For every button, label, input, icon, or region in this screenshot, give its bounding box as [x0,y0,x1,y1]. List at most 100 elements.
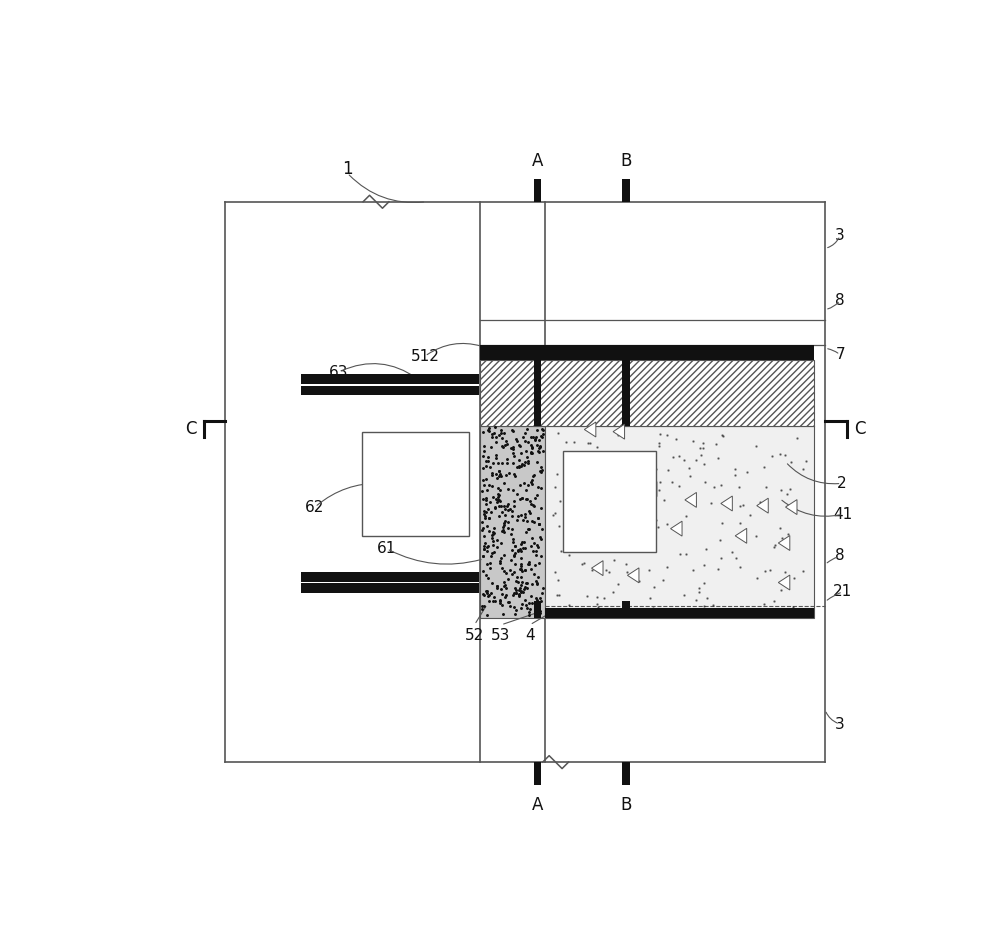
Point [520,478,536,493]
Point [579,589,595,604]
Point [767,537,783,552]
Point [530,510,546,525]
Bar [534,762,541,785]
Point [479,557,495,572]
Point [490,455,506,470]
Point [510,574,526,589]
Point [613,533,629,548]
Point [533,549,549,564]
Point [489,578,505,593]
Point [518,444,534,459]
Text: 1: 1 [342,160,353,178]
Point [485,524,501,539]
Polygon shape [606,510,617,525]
Point [486,545,502,560]
Point [520,455,536,470]
Point [605,584,621,599]
Point [517,454,533,469]
Point [696,576,712,591]
Bar [480,425,545,619]
Point [629,448,645,463]
Point [533,593,549,608]
Point [728,551,744,566]
Point [695,440,711,455]
Point [561,548,577,563]
Point [474,514,490,529]
Point [532,439,548,453]
Point [514,564,530,578]
Bar [622,762,630,785]
Point [533,532,549,547]
Point [521,522,537,536]
Polygon shape [645,481,657,496]
Point [565,457,581,472]
Point [762,563,778,578]
Point [475,425,491,439]
Point [519,580,535,595]
Point [476,439,492,453]
Point [510,544,526,559]
Point [517,507,533,522]
Point [493,550,509,565]
Point [477,511,493,526]
Point [532,440,548,455]
Point [508,585,524,600]
Point [773,482,789,497]
Point [526,467,542,482]
Point [527,558,543,573]
Point [513,508,529,522]
Point [590,529,606,544]
Point [506,564,522,579]
Point [506,466,522,481]
Point [713,550,729,565]
Point [504,423,520,438]
Point [519,492,535,507]
Point [681,460,697,475]
Point [494,587,510,602]
Point [795,564,811,578]
Point [496,516,512,531]
Text: 52: 52 [465,628,484,643]
Point [545,508,561,522]
Point [480,589,496,604]
Point [648,512,664,527]
Point [505,482,521,497]
Point [651,436,667,451]
Point [479,482,495,497]
Point [483,549,499,564]
Point [522,602,538,617]
Point [481,593,497,608]
Point [696,456,712,471]
Point [529,438,545,453]
Polygon shape [785,499,797,515]
Point [513,556,529,571]
Point [672,547,688,562]
Point [509,433,525,448]
Point [518,524,534,539]
Point [497,590,513,605]
Point [516,458,532,473]
Text: 53: 53 [491,628,511,643]
Point [678,547,694,562]
Point [611,469,627,484]
Point [496,548,512,563]
Point [507,538,523,553]
Point [500,514,516,529]
Point [529,575,545,590]
Point [486,590,502,605]
Point [504,542,520,557]
Point [495,522,511,537]
Point [506,494,522,508]
Point [526,498,542,513]
Point [510,508,526,523]
Point [526,515,542,530]
Point [535,427,551,442]
Point [521,595,537,610]
Point [529,577,545,592]
Point [732,516,748,531]
Point [520,557,536,572]
Point [481,510,497,525]
Point [515,430,531,445]
Text: 4: 4 [525,628,535,643]
Point [643,503,659,518]
